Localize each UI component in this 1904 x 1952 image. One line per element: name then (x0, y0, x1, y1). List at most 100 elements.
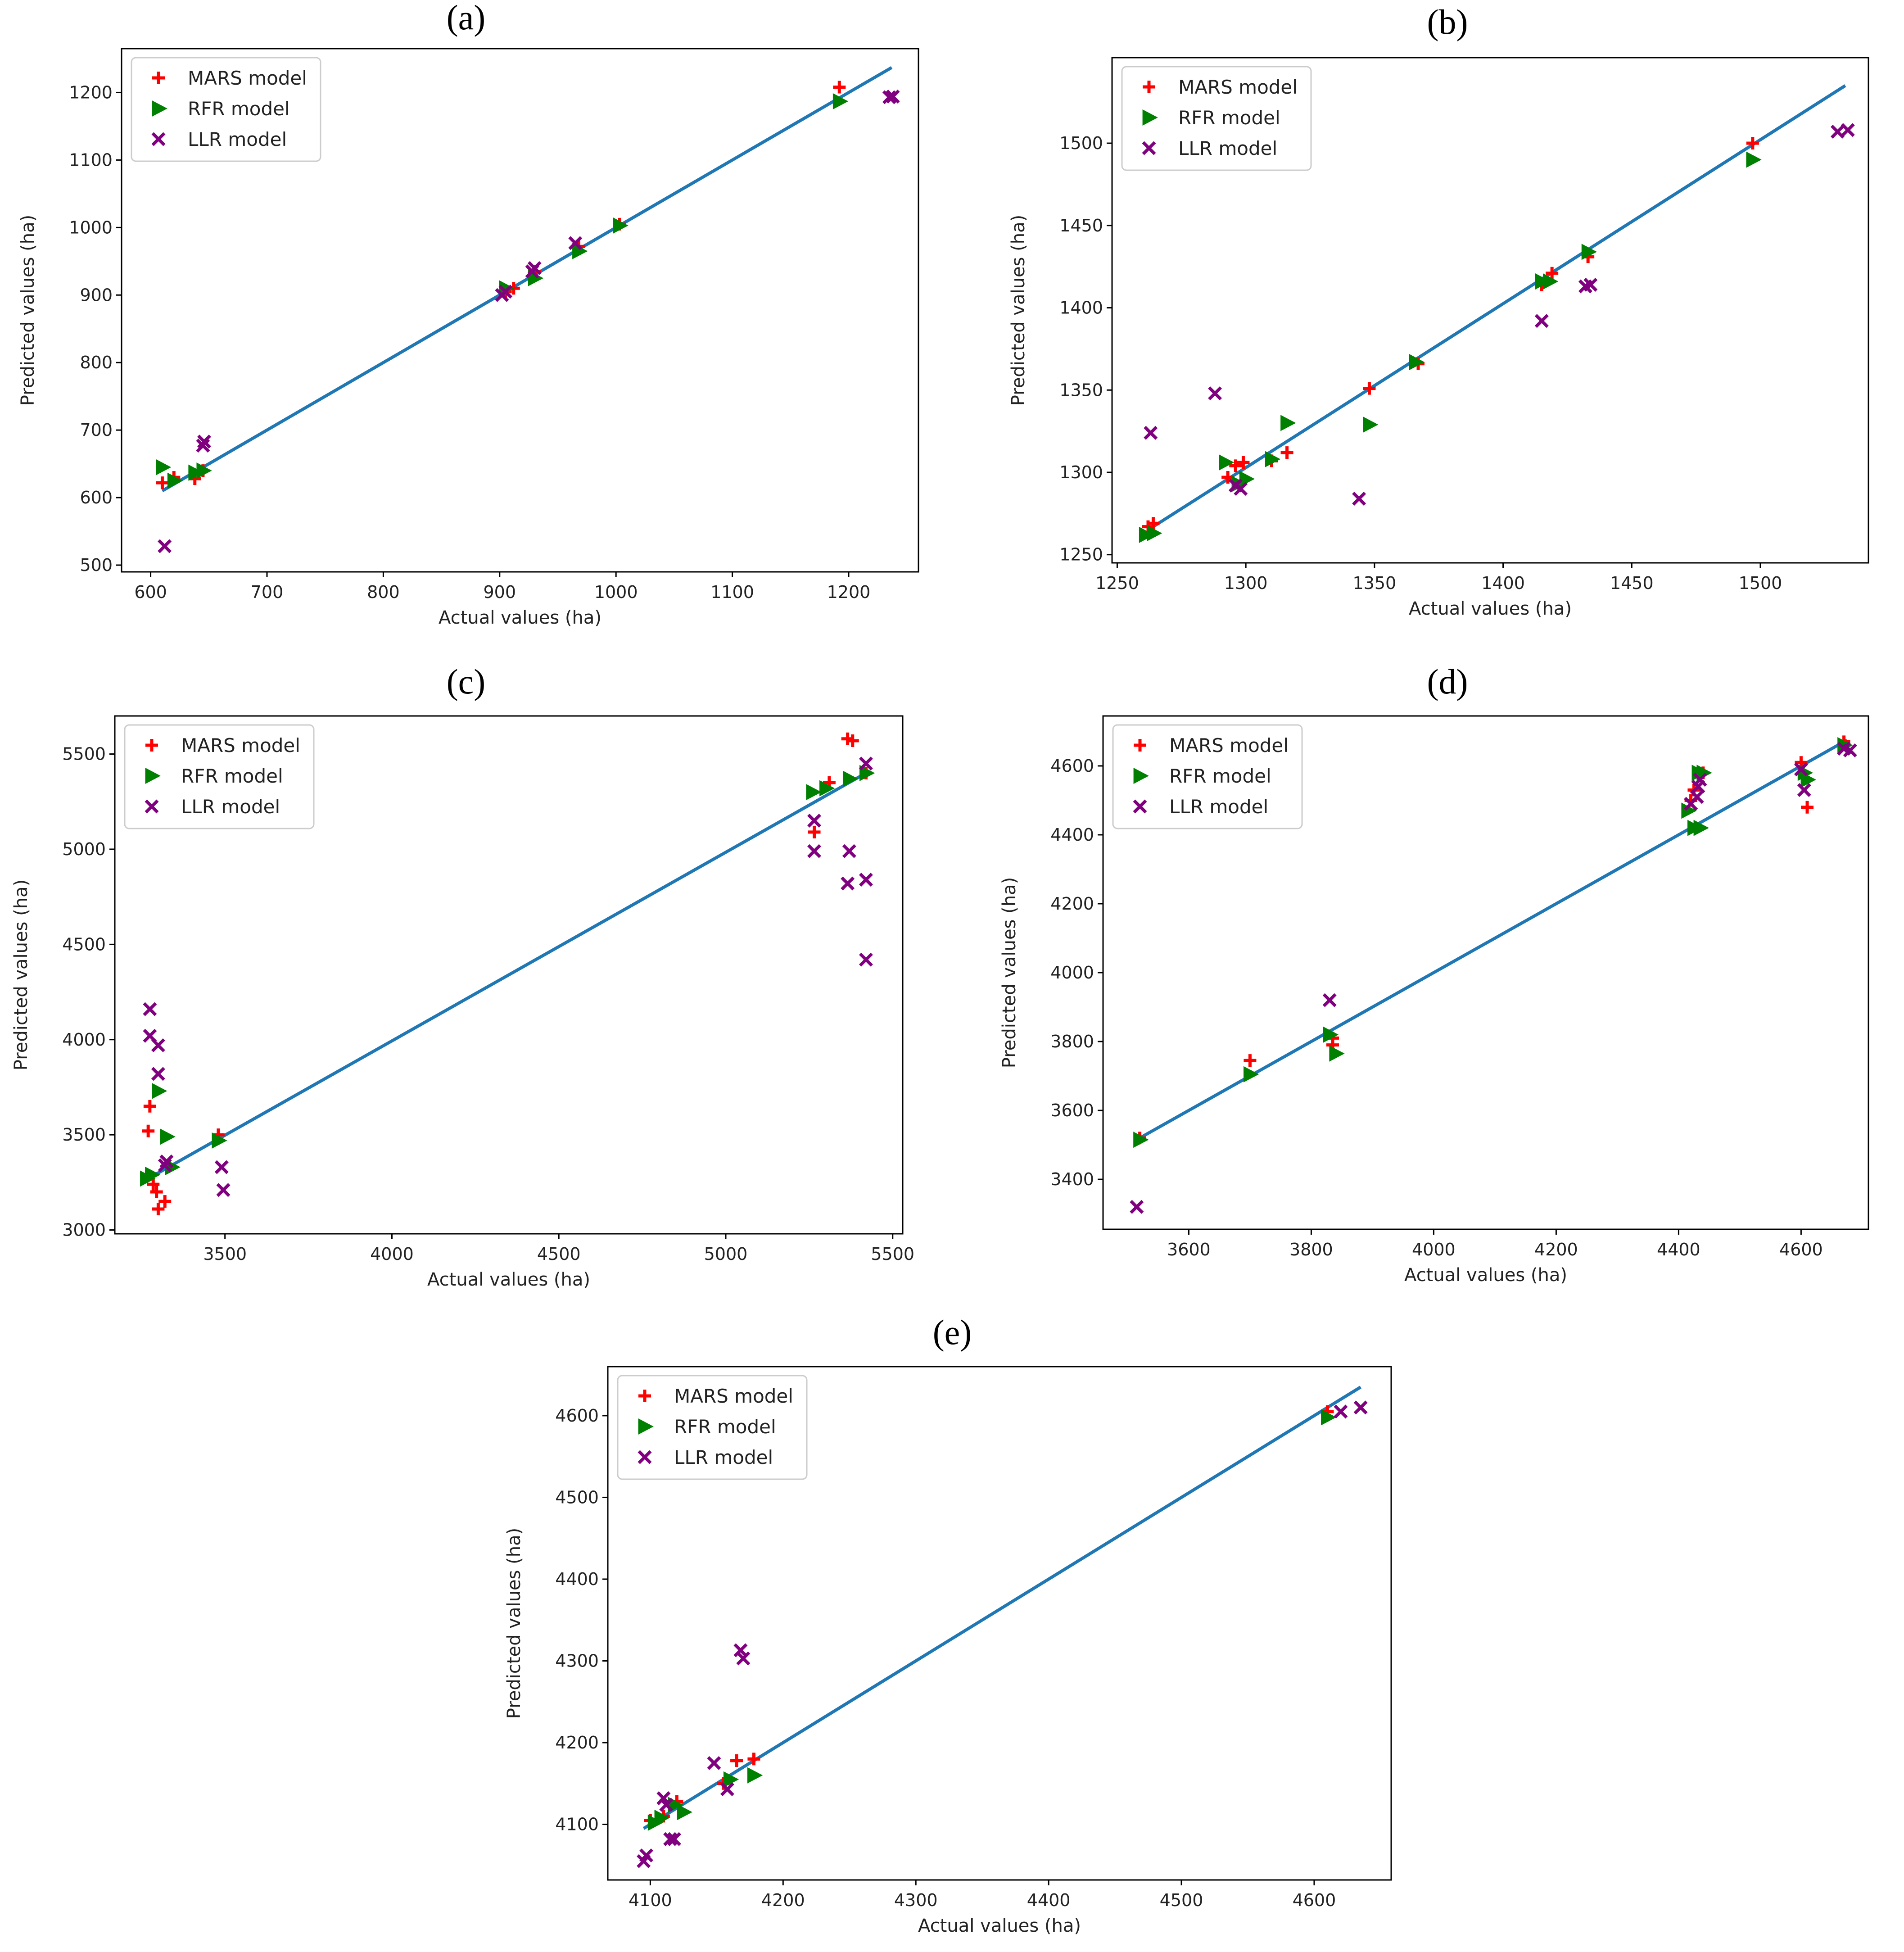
data-point (142, 1124, 155, 1137)
chart-panel-3: (c) 3500 4000 4500 5000 5500 3000 3500 4000 4500 5… (11, 662, 914, 1290)
data-point (160, 1128, 176, 1145)
y-tick-label: 3500 (62, 1125, 106, 1145)
plot-contents (637, 1386, 1368, 1868)
panel-label: (d) (1427, 662, 1468, 701)
panel-label: (b) (1427, 2, 1468, 41)
y-tick-label: 500 (80, 555, 113, 575)
y-axis-title: Predicted values (ha) (11, 879, 32, 1070)
chart-panel-2: (b) 1250 1300 1350 1400 1450 1500 1250 1300 1350 1… (1008, 2, 1869, 619)
data-point (1244, 1066, 1259, 1082)
data-point (1219, 454, 1235, 471)
data-point (1130, 1200, 1144, 1214)
x-tick-label: 1400 (1481, 573, 1525, 593)
data-point (1841, 123, 1855, 137)
y-tick-label: 700 (80, 420, 113, 440)
fit-line (642, 1386, 1362, 1830)
data-point (846, 734, 859, 747)
legend-label: RFR model (188, 98, 290, 120)
y-tick-label: 4500 (555, 1487, 599, 1507)
data-point (167, 472, 183, 489)
legend-label: RFR model (181, 765, 283, 787)
data-point (1535, 273, 1551, 290)
data-point (659, 1798, 674, 1812)
x-tick-label: 1450 (1610, 573, 1654, 593)
data-point (1239, 471, 1255, 487)
data-point (1139, 526, 1155, 543)
data-point (1843, 743, 1857, 757)
data-point (1830, 124, 1845, 139)
data-point (807, 814, 821, 828)
data-point (747, 1767, 763, 1784)
data-point (214, 1160, 229, 1174)
x-tick-label: 5500 (871, 1244, 914, 1264)
data-point (747, 1753, 760, 1766)
data-point (842, 844, 856, 858)
x-tick-label: 4300 (894, 1890, 938, 1910)
data-point (1229, 459, 1242, 472)
y-tick-label: 5000 (62, 839, 106, 859)
legend-marker (152, 100, 167, 117)
y-axis-title: Predicted values (ha) (504, 1528, 525, 1719)
data-point (1234, 482, 1248, 496)
y-tick-label: 900 (80, 285, 113, 305)
y-tick-label: 1400 (1059, 298, 1103, 318)
data-point (143, 1002, 157, 1016)
x-tick-label: 4500 (537, 1244, 581, 1264)
legend-label: RFR model (1169, 765, 1271, 787)
data-point (572, 243, 588, 259)
legend-marker (151, 132, 166, 146)
x-tick-label: 4000 (1412, 1240, 1456, 1259)
legend-marker (152, 72, 165, 84)
data-point (667, 1832, 681, 1846)
legend-box (1112, 724, 1303, 829)
data-point (150, 1185, 163, 1198)
legend-marker (1143, 81, 1155, 93)
data-point (1321, 1409, 1337, 1426)
data-point (1794, 762, 1808, 777)
y-tick-label: 4500 (62, 934, 106, 954)
y-tick-label: 4000 (1050, 963, 1094, 983)
y-tick-label: 3800 (1050, 1032, 1094, 1051)
data-point (1693, 773, 1707, 787)
data-point (1280, 415, 1296, 431)
legend-marker (145, 799, 159, 814)
chart-panel-5: (e) 4100 4200 4300 4400 4500 4600 4100 4200 4300 4… (504, 1313, 1392, 1936)
data-point (723, 1771, 739, 1788)
legend-label: RFR model (674, 1416, 776, 1438)
data-point (1581, 244, 1597, 260)
data-point (152, 1203, 165, 1216)
series-llr-model (637, 1400, 1368, 1868)
y-tick-label: 1200 (69, 82, 113, 102)
series-llr-model (1144, 123, 1855, 506)
data-point (1363, 382, 1376, 395)
data-point (1244, 1054, 1257, 1067)
y-tick-label: 1250 (1059, 545, 1103, 565)
data-point (151, 1067, 165, 1081)
data-point (807, 844, 821, 858)
x-axis-title: Actual values (ha) (439, 607, 602, 628)
data-point (882, 90, 896, 104)
x-tick-label: 3600 (1167, 1240, 1211, 1259)
x-tick-label: 600 (134, 582, 167, 602)
x-tick-label: 1500 (1739, 573, 1782, 593)
data-point (1746, 137, 1759, 150)
x-tick-label: 4000 (370, 1244, 414, 1264)
y-tick-label: 4400 (1050, 825, 1094, 845)
x-tick-label: 1250 (1095, 573, 1139, 593)
x-tick-label: 1100 (710, 582, 754, 602)
y-tick-label: 1300 (1059, 462, 1103, 482)
data-point (1583, 277, 1598, 292)
data-point (1144, 426, 1158, 440)
y-tick-label: 4000 (62, 1030, 106, 1050)
data-point (808, 825, 821, 838)
legend-marker (638, 1418, 654, 1435)
legend-box (124, 724, 315, 829)
fit-line (145, 770, 870, 1181)
series-mars-model (140, 732, 873, 1216)
legend-box (617, 1375, 808, 1480)
legend-label: LLR model (1169, 796, 1268, 818)
data-point (528, 270, 544, 286)
data-point (859, 765, 875, 781)
data-point (1147, 517, 1160, 530)
y-tick-label: 4100 (555, 1815, 599, 1834)
